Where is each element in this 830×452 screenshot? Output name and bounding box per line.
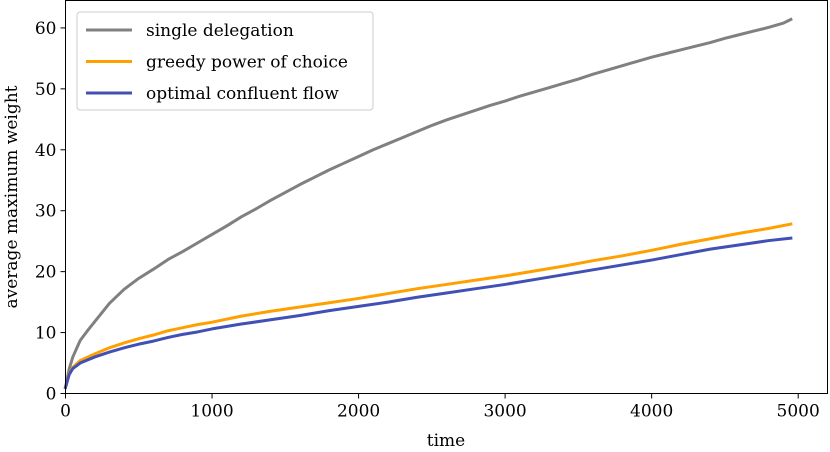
y-tick-label-4: 40	[35, 141, 57, 161]
y-tick-label-1: 10	[35, 324, 57, 344]
y-tick-label-3: 30	[35, 202, 57, 222]
legend-label-0: single delegation	[146, 21, 294, 41]
y-axis: 0 10 20 30 40 50 60	[35, 19, 66, 405]
legend: single delegation greedy power of choice o…	[76, 11, 374, 111]
legend-box	[76, 11, 374, 111]
series-lines	[63, 17, 793, 390]
x-axis: 0 1000 2000 3000 4000 5000	[60, 393, 820, 422]
legend-label-2: optimal confluent flow	[146, 84, 339, 104]
y-axis-title: average maximum weight	[2, 85, 22, 308]
plot-frame	[65, 0, 828, 394]
x-tick-label-0: 0	[60, 402, 71, 422]
x-tick-label-2: 2000	[337, 402, 380, 422]
series-line-0	[63, 17, 793, 390]
x-tick-label-5: 5000	[777, 402, 820, 422]
series-line-1	[63, 222, 793, 390]
y-tick-label-0: 0	[46, 385, 57, 405]
legend-label-1: greedy power of choice	[146, 53, 348, 73]
x-tick-label-1: 1000	[190, 402, 233, 422]
series-line-2	[63, 236, 793, 390]
x-tick-label-3: 3000	[483, 402, 526, 422]
x-axis-title: time	[427, 431, 465, 451]
x-tick-label-4: 4000	[630, 402, 673, 422]
y-tick-label-6: 60	[35, 19, 57, 39]
y-tick-label-2: 20	[35, 263, 57, 283]
y-tick-label-5: 50	[35, 80, 57, 100]
